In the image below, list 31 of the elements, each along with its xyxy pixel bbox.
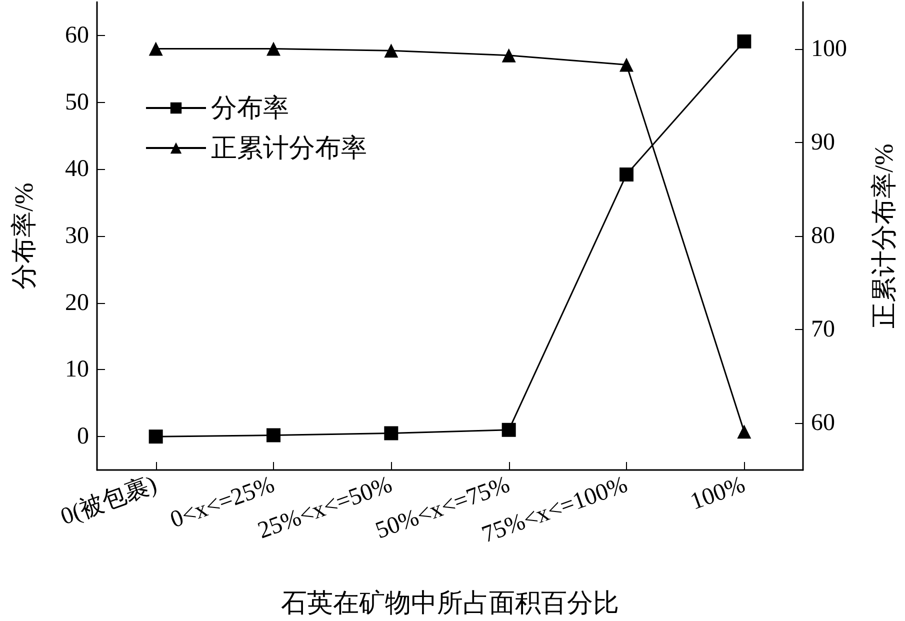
point xyxy=(266,428,280,442)
x-axis-title: 石英在矿物中所占面积百分比 xyxy=(281,588,619,618)
x-tick-label: 0(被包裹) xyxy=(57,470,160,530)
point xyxy=(384,44,398,58)
x-tick-label: 100% xyxy=(687,472,749,516)
y2-axis-title: 正累计分布率/% xyxy=(870,144,898,328)
y-tick-label: 50 xyxy=(65,89,89,116)
y-tick-label: 40 xyxy=(65,156,89,182)
point xyxy=(266,42,280,56)
point xyxy=(737,424,752,439)
point xyxy=(737,34,752,48)
point xyxy=(620,167,634,182)
point xyxy=(384,426,398,440)
y2-tick-label: 90 xyxy=(811,129,835,156)
y-tick-label: 60 xyxy=(65,22,89,48)
point xyxy=(502,422,516,437)
y2-tick-label: 70 xyxy=(811,316,835,343)
point xyxy=(148,430,163,444)
point xyxy=(620,58,634,72)
y2-tick-label: 80 xyxy=(811,223,835,249)
legend-label: 正累计分布率 xyxy=(211,134,367,162)
y-tick-label: 30 xyxy=(65,223,89,249)
y2-tick-label: 60 xyxy=(811,410,835,436)
y2-tick-label: 100 xyxy=(811,36,847,62)
y-axis-title: 分布率/% xyxy=(10,182,38,290)
point xyxy=(502,48,516,62)
y-tick-label: 20 xyxy=(65,290,89,316)
y-tick-label: 10 xyxy=(65,356,89,383)
legend-label: 分布率 xyxy=(211,94,289,122)
point xyxy=(148,42,163,56)
y-tick-label: 0 xyxy=(77,424,89,450)
